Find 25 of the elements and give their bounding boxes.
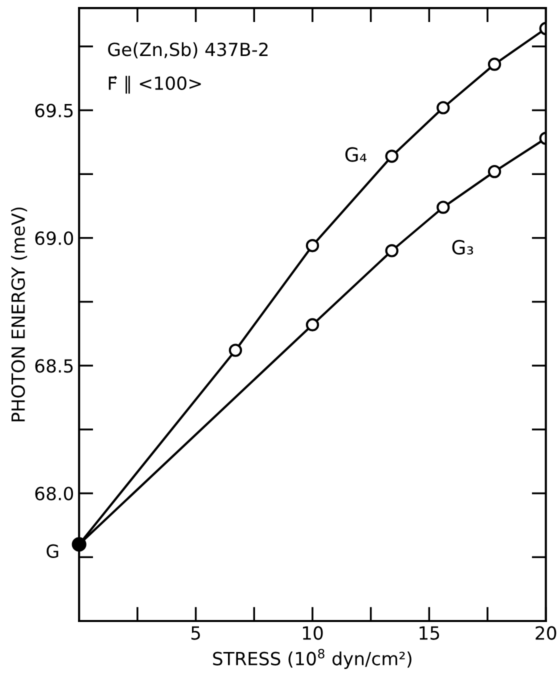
point [306,239,320,252]
annotation: F⃗ ∥ <100> [108,76,201,94]
y-axis-title: PHOTON ENERGY (meV) [11,208,28,422]
x-tick-label: 20 [536,626,556,640]
point [385,244,398,258]
x-tick-label: 5 [191,626,200,640]
point [72,537,86,552]
annotation: G [46,544,58,558]
point [228,344,242,357]
y-tick-label: 68.5 [35,359,73,373]
series-label: G₃ [452,240,474,255]
point [306,318,320,332]
series-label: G₄ [345,147,367,162]
y-tick-label: 69.0 [35,231,74,246]
point [436,101,450,114]
x-axis-title: STRESS (10$^{8}$ dyn/cm²) [213,648,412,669]
point [488,164,502,178]
annotation: Ge(Zn,Sb) 437B-2 [108,42,268,58]
y-tick-label: 68.0 [35,486,74,500]
point [436,200,450,214]
y-tick-label: 69.5 [35,104,73,118]
x-tick-label: 10 [302,626,323,640]
point [488,58,502,71]
x-tick-label: 15 [420,626,440,640]
point [385,150,398,163]
